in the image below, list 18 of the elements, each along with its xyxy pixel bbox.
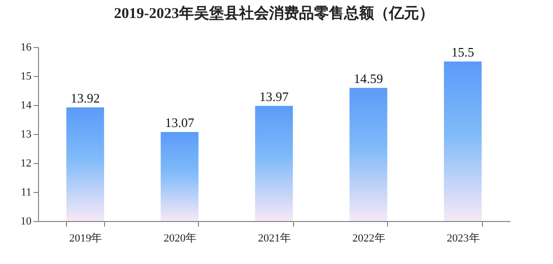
x-tick-label: 2019年 bbox=[69, 232, 102, 244]
y-tick-label: 16 bbox=[20, 42, 32, 54]
data-label: 15.5 bbox=[451, 44, 474, 60]
y-tick-label: 13 bbox=[20, 128, 32, 140]
y-tick-label: 10 bbox=[20, 216, 32, 228]
x-tick-label: 2022年 bbox=[352, 232, 386, 244]
y-tick-label: 11 bbox=[20, 186, 32, 198]
x-tick-label: 2021年 bbox=[258, 232, 291, 244]
y-tick-label: 14 bbox=[20, 100, 32, 112]
data-label: 13.97 bbox=[259, 88, 290, 104]
y-tick-label: 12 bbox=[20, 158, 32, 170]
data-label: 13.92 bbox=[70, 90, 100, 106]
y-tick-label: 15 bbox=[20, 70, 32, 82]
x-tick-label: 2020年 bbox=[164, 232, 197, 244]
data-label: 14.59 bbox=[354, 70, 384, 86]
data-label: 13.07 bbox=[164, 114, 195, 130]
chart-title: 2019-2023年吴堡县社会消费品零售总额（亿元） bbox=[114, 4, 434, 22]
x-tick-label: 2023年 bbox=[446, 232, 480, 244]
